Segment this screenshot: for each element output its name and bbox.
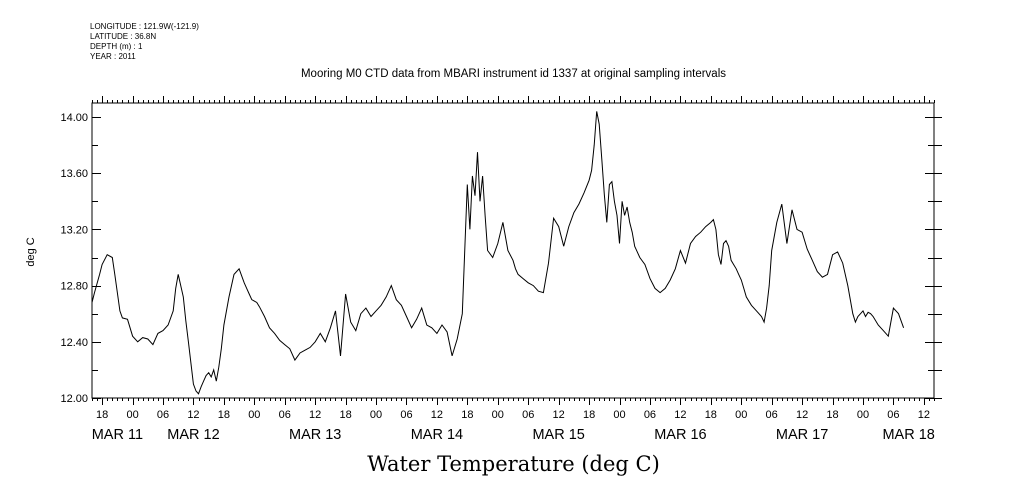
series-line (91, 111, 905, 395)
x-hour-tick-label: 12 (309, 409, 321, 421)
y-tick-label: 13.60 (60, 168, 88, 180)
y-tick-label: 12.40 (60, 337, 88, 349)
x-date-tick-label: MAR 17 (776, 427, 828, 443)
longitude-text: LONGITUDE : 121.9W(-121.9) (90, 22, 199, 31)
x-hour-tick-label: 06 (887, 409, 899, 421)
x-hour-tick-label: 18 (339, 409, 351, 421)
temperature-chart: 12.00 12.40 12.80 13.20 13.60 14.00 18 00 06 12 18… (25, 96, 942, 443)
x-date-tick-label: MAR 13 (289, 427, 341, 443)
x-hour-tick-label: 00 (613, 409, 625, 421)
x-hour-tick-label: 00 (857, 409, 869, 421)
x-hour-tick-label: 18 (461, 409, 473, 421)
x-hour-tick-label: 00 (735, 409, 747, 421)
x-hour-tick-label: 00 (370, 409, 382, 421)
x-hour-tick-label: 18 (826, 409, 838, 421)
x-hour-tick-label: 06 (279, 409, 291, 421)
x-hour-tick-label: 06 (522, 409, 534, 421)
x-hour-tick-label: 06 (766, 409, 778, 421)
year-text: YEAR : 2011 (90, 52, 136, 61)
x-hour-tick-label: 12 (431, 409, 443, 421)
x-hour-tick-label: 18 (583, 409, 595, 421)
x-hour-tick-label: 12 (918, 409, 930, 421)
y-axis-label: deg C (25, 237, 37, 266)
x-hour-tick-label: 06 (157, 409, 169, 421)
x-hour-tick-label: 12 (553, 409, 565, 421)
x-date-tick-label: MAR 11 (92, 427, 143, 443)
x-hour-tick-label: 18 (96, 409, 108, 421)
x-hour-tick-label: 00 (126, 409, 138, 421)
metadata-block: LONGITUDE : 121.9W(-121.9) LATITUDE : 36… (90, 22, 199, 62)
x-hour-tick-label: 06 (644, 409, 656, 421)
x-hour-tick-label: 00 (248, 409, 260, 421)
y-tick-label: 13.20 (60, 224, 88, 236)
chart-title: Mooring M0 CTD data from MBARI instrumen… (300, 68, 727, 80)
x-date-tick-label: MAR 15 (532, 427, 584, 443)
x-hour-tick-label: 00 (492, 409, 504, 421)
latitude-text: LATITUDE : 36.8N (90, 32, 157, 41)
x-hour-tick-label: 18 (705, 409, 717, 421)
y-tick-label: 12.00 (60, 393, 88, 405)
y-tick-label: 12.80 (60, 281, 88, 293)
x-date-tick-label: MAR 14 (411, 427, 463, 443)
x-date-tick-label: MAR 16 (654, 427, 706, 443)
chart-bottom-title: Water Temperature (deg C) (367, 452, 660, 476)
x-hour-tick-label: 12 (674, 409, 686, 421)
x-hour-tick-label: 18 (218, 409, 230, 421)
depth-text: DEPTH (m) : 1 (90, 42, 143, 51)
x-date-tick-label: MAR 12 (167, 427, 219, 443)
x-hour-tick-label: 12 (796, 409, 808, 421)
x-hour-tick-label: 12 (187, 409, 199, 421)
x-hour-tick-label: 06 (400, 409, 412, 421)
x-date-tick-label: MAR 18 (882, 427, 934, 443)
y-tick-label: 14.00 (60, 112, 88, 124)
